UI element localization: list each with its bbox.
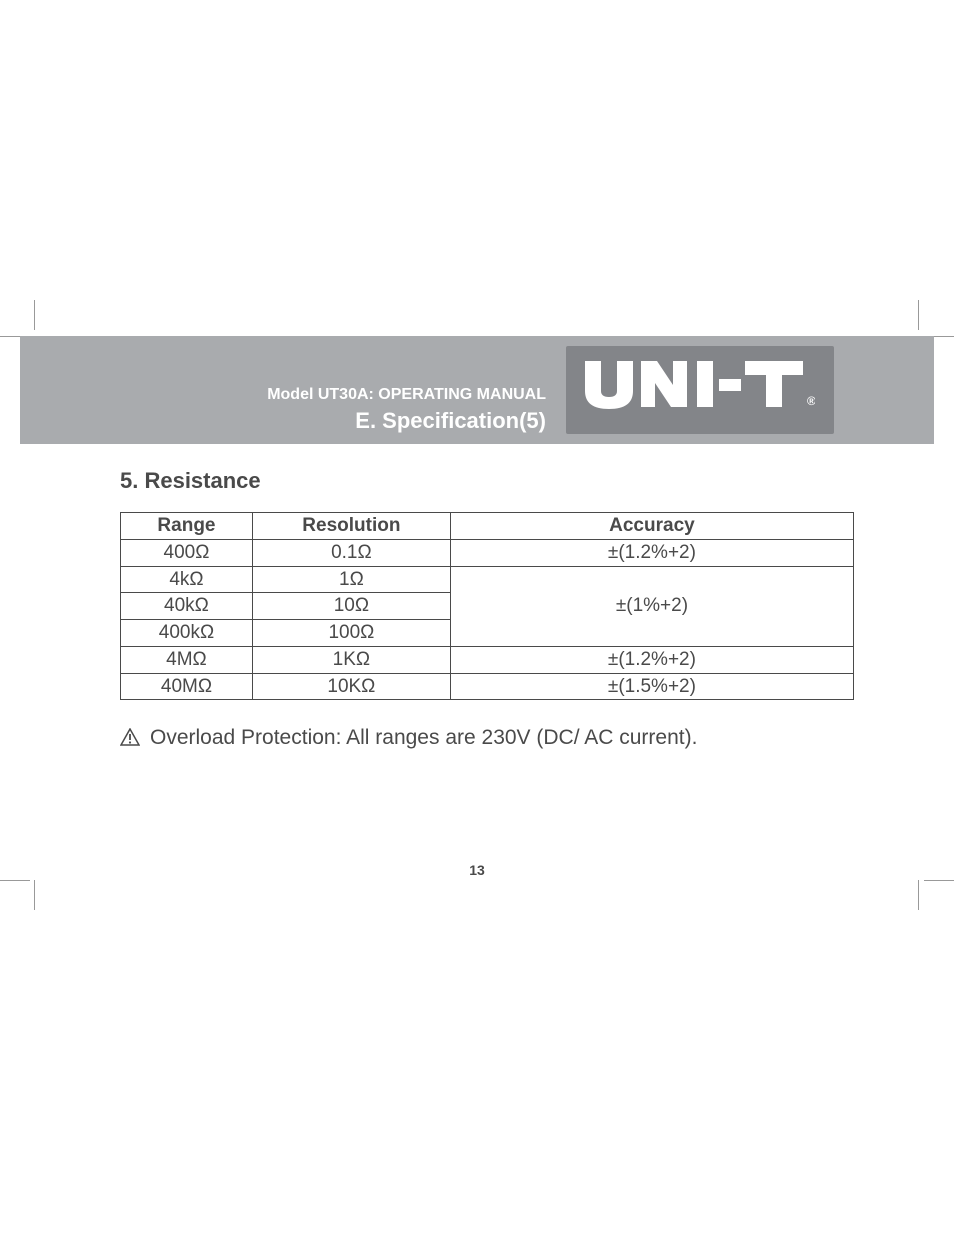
section-title: 5. Resistance bbox=[120, 468, 854, 494]
overload-note: Overload Protection: All ranges are 230V… bbox=[120, 726, 854, 752]
accuracy-cell: ±(1.5%+2) bbox=[450, 673, 853, 700]
col-range-header: Range bbox=[121, 513, 253, 540]
content-area: 5. Resistance Range Resolution Accuracy … bbox=[120, 468, 854, 752]
resolution-cell: 100Ω bbox=[252, 620, 450, 647]
col-resolution-header: Resolution bbox=[252, 513, 450, 540]
table-row: 4kΩ1Ω±(1%+2) bbox=[121, 566, 854, 593]
range-cell: 40kΩ bbox=[121, 593, 253, 620]
crop-mark bbox=[924, 880, 954, 881]
range-cell: 4kΩ bbox=[121, 566, 253, 593]
svg-text:®: ® bbox=[807, 394, 815, 408]
table-header-row: Range Resolution Accuracy bbox=[121, 513, 854, 540]
table-row: 400Ω0.1Ω±(1.2%+2) bbox=[121, 539, 854, 566]
crop-mark bbox=[918, 880, 919, 910]
uni-t-logo-icon: ® bbox=[585, 359, 815, 409]
overload-note-text: Overload Protection: All ranges are 230V… bbox=[150, 726, 697, 750]
model-line: Model UT30A: OPERATING MANUAL bbox=[20, 386, 566, 404]
header-band: Model UT30A: OPERATING MANUAL E. Specifi… bbox=[20, 336, 934, 444]
col-accuracy-header: Accuracy bbox=[450, 513, 853, 540]
range-cell: 400kΩ bbox=[121, 620, 253, 647]
crop-mark bbox=[918, 300, 919, 330]
table-row: 4MΩ1KΩ±(1.2%+2) bbox=[121, 646, 854, 673]
crop-mark bbox=[34, 300, 35, 330]
resolution-cell: 10KΩ bbox=[252, 673, 450, 700]
spec-line: E. Specification(5) bbox=[20, 408, 566, 434]
accuracy-cell: ±(1.2%+2) bbox=[450, 539, 853, 566]
page-number: 13 bbox=[0, 862, 954, 878]
resistance-table: Range Resolution Accuracy 400Ω0.1Ω±(1.2%… bbox=[120, 512, 854, 700]
accuracy-cell: ±(1.2%+2) bbox=[450, 646, 853, 673]
resolution-cell: 1KΩ bbox=[252, 646, 450, 673]
crop-mark bbox=[0, 880, 30, 881]
crop-mark bbox=[34, 880, 35, 910]
resolution-cell: 10Ω bbox=[252, 593, 450, 620]
resolution-cell: 0.1Ω bbox=[252, 539, 450, 566]
range-cell: 400Ω bbox=[121, 539, 253, 566]
range-cell: 4MΩ bbox=[121, 646, 253, 673]
table-row: 40MΩ10KΩ±(1.5%+2) bbox=[121, 673, 854, 700]
resolution-cell: 1Ω bbox=[252, 566, 450, 593]
accuracy-cell: ±(1%+2) bbox=[450, 566, 853, 646]
logo-text: ® bbox=[585, 359, 815, 421]
warning-icon bbox=[120, 728, 140, 752]
range-cell: 40MΩ bbox=[121, 673, 253, 700]
logo-box: ® bbox=[566, 346, 834, 434]
